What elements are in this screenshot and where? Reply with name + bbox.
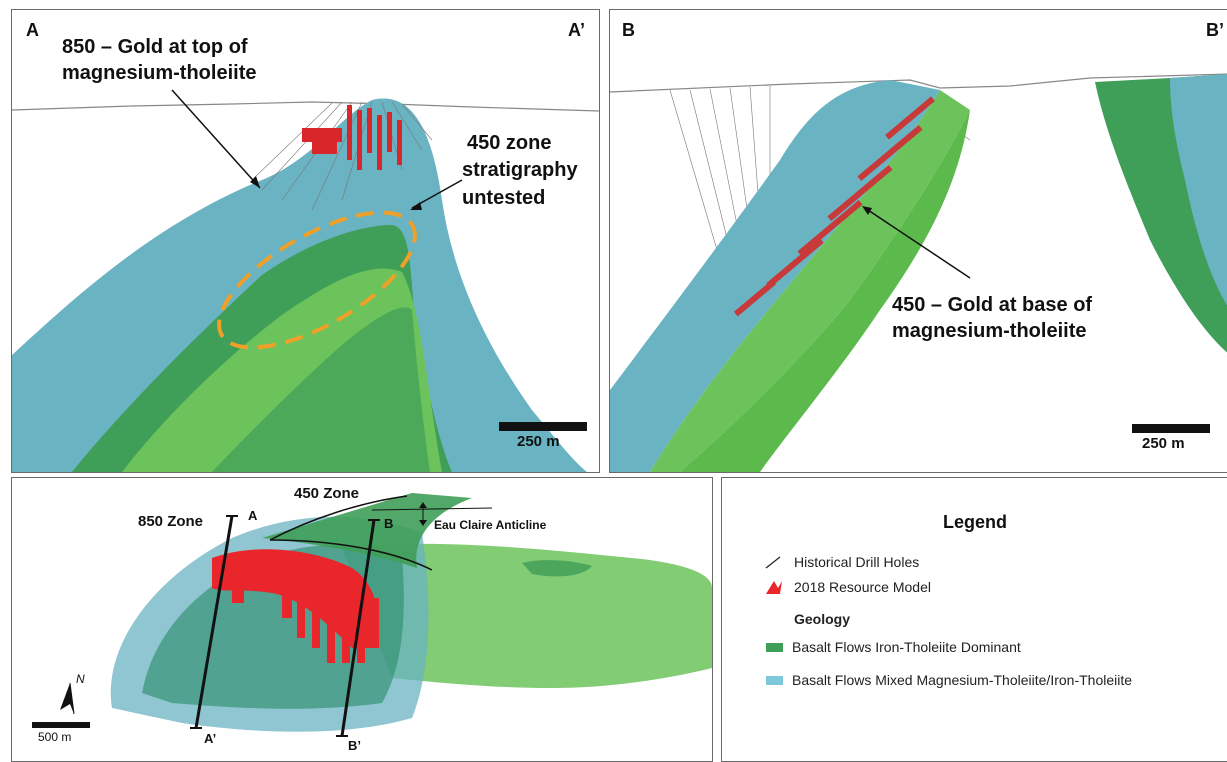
arrow-450: [864, 207, 971, 279]
section-b-end-label: B’: [348, 738, 361, 753]
callout-850-line-1: 850 – Gold at top of: [62, 36, 248, 58]
zone-850-label: 850 Zone: [138, 513, 204, 530]
untested-450-ellipse: [217, 210, 417, 350]
drill-hole-line-icon: [765, 556, 781, 569]
section-a-end-label: A’: [568, 20, 586, 40]
plan-map-panel: 850 Zone 450 Zone Eau Claire Anticline A…: [11, 477, 713, 762]
section-a-geology-svg: [12, 89, 599, 472]
section-a-end-label: A’: [204, 731, 217, 746]
resource-model-plan: [212, 549, 379, 663]
arrow-450: [411, 179, 463, 209]
resource-model-blocks: [302, 105, 402, 170]
section-a-panel: A A’ 850 – Gold at top of magnesium-thol…: [11, 9, 600, 473]
section-b-end-label: B’: [1206, 20, 1224, 40]
topography-line: [610, 73, 1227, 93]
scale-label: 250 m: [1142, 435, 1185, 452]
callout-450-line-2: magnesium-tholeiite: [892, 320, 1087, 342]
plan-map-svg: [32, 493, 712, 737]
legend-drill-holes: Historical Drill Holes: [794, 554, 920, 570]
scale-label: 500 m: [38, 730, 72, 744]
iron-tholeiite-swatch: [766, 643, 783, 652]
iron-tholeiite-plan: [342, 543, 712, 688]
legend-symbols: [765, 556, 782, 594]
topography-line: [12, 101, 599, 112]
scale-bar: [32, 722, 90, 728]
section-line-a: [194, 515, 234, 729]
zone-450-label: 450 Zone: [294, 485, 360, 502]
scale-label: 250 m: [517, 433, 560, 450]
section-a-start-label: A: [248, 508, 258, 523]
drill-holes: [251, 101, 433, 211]
callout-450-line-1: 450 – Gold at base of: [892, 294, 1093, 316]
legend-title: Legend: [942, 512, 1007, 532]
legend-panel: Legend Historical Drill Holes 2018 Resou…: [721, 477, 1227, 762]
arrow-850: [171, 89, 261, 189]
callout-450-line-1: 450 zone: [467, 132, 552, 154]
callout-450-line-2: stratigraphy: [462, 159, 578, 181]
anticline-wedge: [262, 493, 472, 568]
resource-model-blocks: [733, 96, 935, 317]
section-a-start-label: A: [26, 20, 39, 40]
resource-model-icon: [766, 581, 782, 594]
legend-resource-model: 2018 Resource Model: [794, 579, 931, 595]
scale-bar: [1132, 424, 1210, 433]
section-b-geology-svg: [610, 73, 1227, 472]
section-b-panel: B B’ 450 – Gold at base of magnesium-tho…: [609, 9, 1227, 473]
section-b-start-label: B: [622, 20, 635, 40]
legend-geology-heading: Geology: [794, 611, 851, 627]
north-label: N: [76, 672, 85, 686]
mixed-tholeiite-swatch: [766, 676, 783, 685]
iron-tholeiite-unit: [650, 90, 970, 472]
scale-bar: [499, 422, 587, 431]
callout-850-line-2: magnesium-tholeiite: [62, 62, 257, 84]
anticline-label: Eau Claire Anticline: [434, 518, 547, 532]
legend-iron-tholeiite: Basalt Flows Iron-Tholeiite Dominant: [792, 639, 1021, 655]
callout-450-line-3: untested: [462, 187, 546, 209]
section-b-start-label: B: [384, 516, 394, 531]
legend-mixed-tholeiite: Basalt Flows Mixed Magnesium-Tholeiite/I…: [792, 672, 1133, 688]
section-line-b: [340, 519, 376, 737]
